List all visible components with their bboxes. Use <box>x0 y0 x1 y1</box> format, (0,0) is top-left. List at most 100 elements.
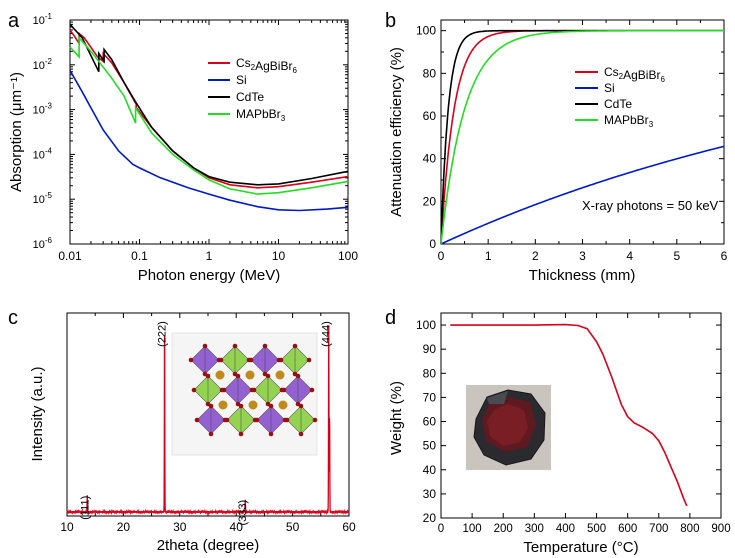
bromine-atom <box>254 417 260 423</box>
bromine-atom <box>248 357 254 363</box>
panel-d-label: d <box>385 307 396 329</box>
bromine-atom <box>232 343 238 349</box>
panel-b-x-tick-label: 2 <box>532 249 539 263</box>
panel-b-annotation: X-ray photons = 50 keV <box>582 198 719 213</box>
panel-d-x-tick-label: 100 <box>463 523 482 535</box>
panel-d-y-tick-label: 60 <box>423 415 437 429</box>
bromine-atom <box>268 403 274 409</box>
bromine-atom <box>295 373 301 379</box>
panel-a-y-tick-label: 10-5 <box>33 191 53 206</box>
panel-d-x-tick-label: 300 <box>525 523 544 535</box>
panel-b-series-line-si <box>440 145 725 245</box>
panel-d-x-tick-label: 200 <box>494 523 513 535</box>
panel-c-y-axis-label: Intensity (a.u.) <box>29 366 46 461</box>
panel-d-x-tick-label: 400 <box>556 523 575 535</box>
panel-d-x-tick-label: 600 <box>618 523 637 535</box>
bromine-atom <box>221 387 227 393</box>
bromine-atom <box>312 417 318 423</box>
bromine-atom <box>238 403 244 409</box>
panel-b-y-tick-label: 80 <box>423 66 437 80</box>
panel-d-tga-line <box>450 323 688 507</box>
panel-c-x-tick-label: 30 <box>173 520 187 534</box>
panel-a-y-tick-label: 10-6 <box>33 236 53 251</box>
panel-b-legend-label: CdTe <box>604 97 632 111</box>
panel-c-peak-labels: (111) (222) (333) (444) <box>79 321 332 525</box>
panel-a-legend-label: Si <box>236 73 247 87</box>
panel-b-label: b <box>385 10 396 32</box>
panel-d-y-tick-label: 90 <box>423 342 437 356</box>
panel-a-x-tick-label: 10 <box>272 249 286 263</box>
panel-a-y-tick-label: 10-2 <box>33 57 53 72</box>
bromine-atom <box>281 387 287 393</box>
crystal-structure-inset <box>171 332 318 456</box>
bromine-atom <box>298 431 304 437</box>
panel-a-legend-label: MAPbBr3 <box>236 107 286 123</box>
panel-d-x-axis-label: Temperature (°C) <box>523 539 638 556</box>
panel-a-x-tick-label: 1 <box>206 249 213 263</box>
panel-c-x-tick-label: 40 <box>230 520 244 534</box>
panel-c-x-tick-label: 60 <box>342 520 356 534</box>
panel-c-series <box>66 325 350 516</box>
panel-c-label: c <box>8 307 18 329</box>
panel-a-x-tick-label: 100 <box>338 249 358 263</box>
panel-c-x-axis-label: 2theta (degree) <box>157 537 260 554</box>
bromine-atom <box>284 417 290 423</box>
panel-b-y-tick-label: 60 <box>423 109 437 123</box>
bromine-atom <box>278 357 284 363</box>
panel-a-legend-label: CdTe <box>236 90 264 104</box>
panel-a-series <box>69 23 349 212</box>
panel-c-peak-label: (444) <box>321 321 333 347</box>
crystal-photo-inset <box>466 385 551 470</box>
bromine-atom <box>194 417 200 423</box>
panel-c: c 10 20 30 40 50 60 (111) (222) (333) (444) 2the… <box>8 307 356 554</box>
panel-b-y-tick-label: 0 <box>429 237 436 251</box>
panel-d-axes: 0 100 200 300 400 500 600 700 800 900 20 30 40 50 60 70… <box>416 313 731 535</box>
panel-a-x-tick-label: 0.01 <box>58 249 82 263</box>
panel-a-series-line-mapbbr3 <box>69 35 349 195</box>
panel-d-series <box>450 323 688 507</box>
cesium-atom <box>278 400 288 410</box>
panel-a-series-line-si <box>69 70 349 212</box>
panel-b-legend-label: MAPbBr3 <box>604 113 654 129</box>
panel-c-peak-label: (111) <box>79 496 91 520</box>
cesium-atom <box>245 370 255 380</box>
panel-d-y-tick-label: 40 <box>423 463 437 477</box>
panel-a-series-line-cdte <box>69 23 349 186</box>
bromine-atom <box>235 373 241 379</box>
bromine-atom <box>191 387 197 393</box>
bromine-atom <box>202 343 208 349</box>
panel-c-x-tick-label: 10 <box>60 520 74 534</box>
bromine-atom <box>292 343 298 349</box>
panel-b-series-line-mapbbr3 <box>440 29 724 245</box>
bromine-atom <box>218 357 224 363</box>
panel-b-x-tick-label: 3 <box>579 249 586 263</box>
bromine-atom <box>208 431 214 437</box>
bromine-atom <box>188 357 194 363</box>
panel-d-y-tick-label: 80 <box>423 366 437 380</box>
cesium-atom <box>218 400 228 410</box>
panel-a-y-tick-label: 10-3 <box>33 102 53 117</box>
bromine-atom <box>208 403 214 409</box>
panel-d-y-axis-label: Weight (%) <box>388 381 405 455</box>
panel-c-peak-label: (333) <box>237 500 249 526</box>
panel-a-y-axis-label: Absorption (μm⁻¹) <box>8 72 25 192</box>
panel-b-x-tick-label: 1 <box>485 249 492 263</box>
panel-d-y-tick-label: 70 <box>423 390 437 404</box>
panel-a-x-axis-label: Photon energy (MeV) <box>138 267 281 284</box>
bromine-atom <box>268 431 274 437</box>
panel-b-y-tick-label: 20 <box>423 194 437 208</box>
panel-d-y-tick-label: 50 <box>423 439 437 453</box>
panel-d-x-tick-label: 900 <box>711 523 730 535</box>
panel-d-y-tick-label: 100 <box>416 318 436 332</box>
panel-b-series <box>440 29 725 245</box>
panel-a-legend-label: Cs2AgBiBr6 <box>236 56 297 75</box>
panel-d-plot-frame <box>440 312 722 519</box>
panel-c-x-tick-label: 50 <box>286 520 300 534</box>
panel-c-axes: 10 20 30 40 50 60 <box>60 313 356 534</box>
panel-b-x-tick-label: 6 <box>721 249 728 263</box>
panel-a: a 0.01 0.1 1 10 10010-610-510-410-310-210-1 … <box>8 10 358 284</box>
cesium-atom <box>248 400 258 410</box>
